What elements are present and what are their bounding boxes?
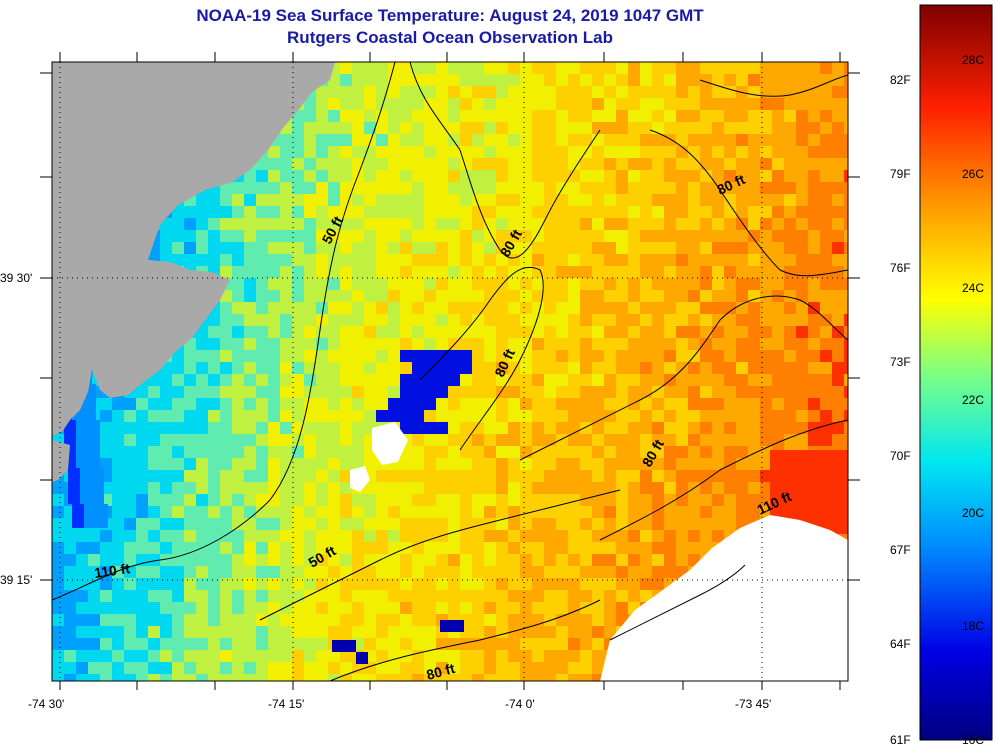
contour-edge-white bbox=[609, 564, 746, 641]
contour-80ft-east bbox=[649, 129, 848, 277]
colorbar-label-f: 61F bbox=[890, 733, 911, 747]
map-frame bbox=[51, 61, 849, 682]
colorbar-label-c: 28C bbox=[962, 53, 985, 67]
longitude-label: -74 30' bbox=[28, 697, 65, 711]
longitude-label: -74 0' bbox=[505, 697, 535, 711]
contour-110ft bbox=[519, 295, 848, 461]
no-data-patch bbox=[372, 422, 408, 465]
colorbar-label-f: 82F bbox=[890, 73, 911, 87]
contour-50ft-west bbox=[52, 62, 396, 601]
latitude-label: 39 15' bbox=[0, 573, 33, 587]
map-title: NOAA-19 Sea Surface Temperature: August … bbox=[196, 6, 704, 25]
graticule bbox=[52, 62, 848, 681]
no-data-patch bbox=[350, 466, 370, 492]
bathymetry-contours bbox=[52, 62, 848, 681]
colorbar-label-c: 20C bbox=[962, 506, 985, 520]
colorbar-label-f: 70F bbox=[890, 449, 911, 463]
contour-label: 110 ft bbox=[93, 560, 131, 581]
latitude-label: 39 30' bbox=[0, 271, 33, 285]
land-mass bbox=[52, 62, 335, 436]
map-subtitle: Rutgers Coastal Ocean Observation Lab bbox=[287, 28, 613, 47]
colorbar bbox=[919, 4, 993, 741]
colorbar-label-c: 24C bbox=[962, 281, 985, 295]
axis-ticks bbox=[40, 52, 860, 690]
contour-east-top bbox=[699, 74, 848, 97]
colorbar-label-c: 16C bbox=[962, 733, 985, 747]
colorbar-label-f: 76F bbox=[890, 261, 911, 275]
longitude-label: -74 15' bbox=[268, 697, 305, 711]
colorbar-label-f: 79F bbox=[890, 167, 911, 181]
contour-80ft-north bbox=[409, 62, 601, 259]
land-inlet bbox=[52, 440, 70, 482]
colorbar-label-c: 18C bbox=[962, 619, 985, 633]
colorbar-label-f: 73F bbox=[890, 355, 911, 369]
longitude-label: -73 45' bbox=[735, 697, 772, 711]
contour-80ft-south bbox=[259, 489, 621, 621]
contour-label: 80 ft bbox=[425, 660, 457, 683]
colorbar-label-c: 26C bbox=[962, 167, 985, 181]
colorbar-label-c: 22C bbox=[962, 393, 985, 407]
colorbar-label-f: 67F bbox=[890, 543, 911, 557]
colorbar-label-f: 64F bbox=[890, 637, 911, 651]
no-data-region bbox=[600, 515, 848, 681]
contour-80ft-bottom bbox=[329, 599, 601, 681]
contour-80ft-mid bbox=[419, 266, 544, 451]
contour-110ft-south bbox=[599, 419, 848, 541]
